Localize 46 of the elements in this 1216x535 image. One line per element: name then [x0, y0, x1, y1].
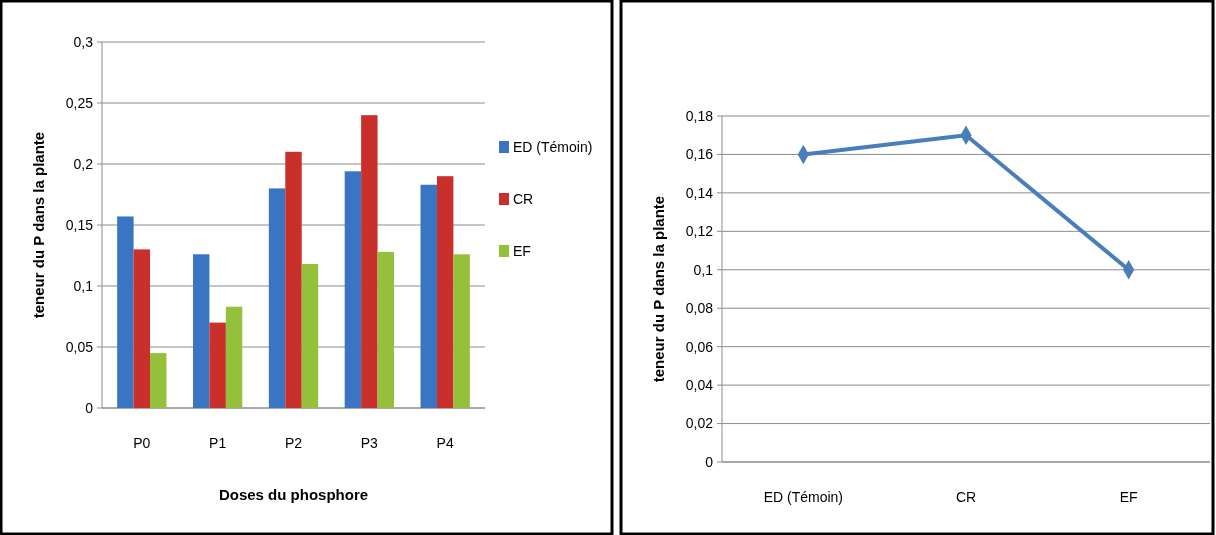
y-tick-label: 0,15	[65, 216, 94, 233]
bar	[225, 306, 243, 408]
y-tick-label: 0,16	[685, 146, 714, 163]
y-tick-label: 0,05	[65, 338, 94, 355]
x-tick-label: P4	[436, 435, 454, 451]
legend-label: CR	[513, 190, 534, 207]
x-tick-label: P2	[284, 435, 303, 451]
y-axis-title: teneur du P dans la plante	[650, 195, 667, 383]
x-tick-label: P1	[209, 435, 227, 451]
bar	[301, 264, 319, 408]
bar	[285, 151, 302, 408]
x-axis-title: Doses du phosphore	[218, 486, 369, 503]
y-tick-label: 0,18	[685, 107, 714, 124]
y-tick-label: 0	[85, 399, 94, 416]
y-tick-label: 0	[705, 453, 714, 470]
bar	[436, 176, 454, 408]
bar	[420, 184, 437, 408]
y-axis-title: teneur du P dans la plante	[30, 131, 47, 319]
y-tick-label: 0,25	[65, 94, 94, 111]
bar	[344, 171, 362, 408]
bar	[117, 216, 134, 408]
y-tick-label: 0,2	[73, 155, 94, 172]
legend-label: ED (Témoin)	[513, 138, 593, 155]
legend-label: EF	[513, 242, 531, 259]
y-tick-label: 0,1	[693, 261, 714, 278]
y-tick-label: 0,02	[685, 415, 714, 432]
x-tick-label: CR	[955, 489, 977, 505]
y-tick-label: 0,1	[73, 277, 94, 294]
bar	[209, 322, 226, 408]
y-tick-label: 0,06	[685, 338, 714, 355]
bar	[268, 188, 286, 408]
y-tick-label: 0,04	[685, 377, 714, 394]
y-tick-label: 0,14	[685, 184, 714, 201]
bar	[150, 353, 167, 408]
bar	[193, 254, 210, 408]
x-tick-label: P3	[360, 435, 379, 451]
y-tick-label: 0,3	[73, 33, 94, 50]
bar	[377, 251, 394, 408]
y-tick-label: 0,12	[685, 223, 714, 240]
bar	[361, 115, 378, 408]
bar	[453, 254, 470, 408]
x-tick-label: EF	[1119, 489, 1138, 505]
x-tick-label: ED (Témoin)	[763, 489, 844, 505]
bar	[133, 249, 151, 408]
y-tick-label: 0,08	[685, 300, 714, 317]
x-tick-label: P0	[133, 435, 151, 451]
